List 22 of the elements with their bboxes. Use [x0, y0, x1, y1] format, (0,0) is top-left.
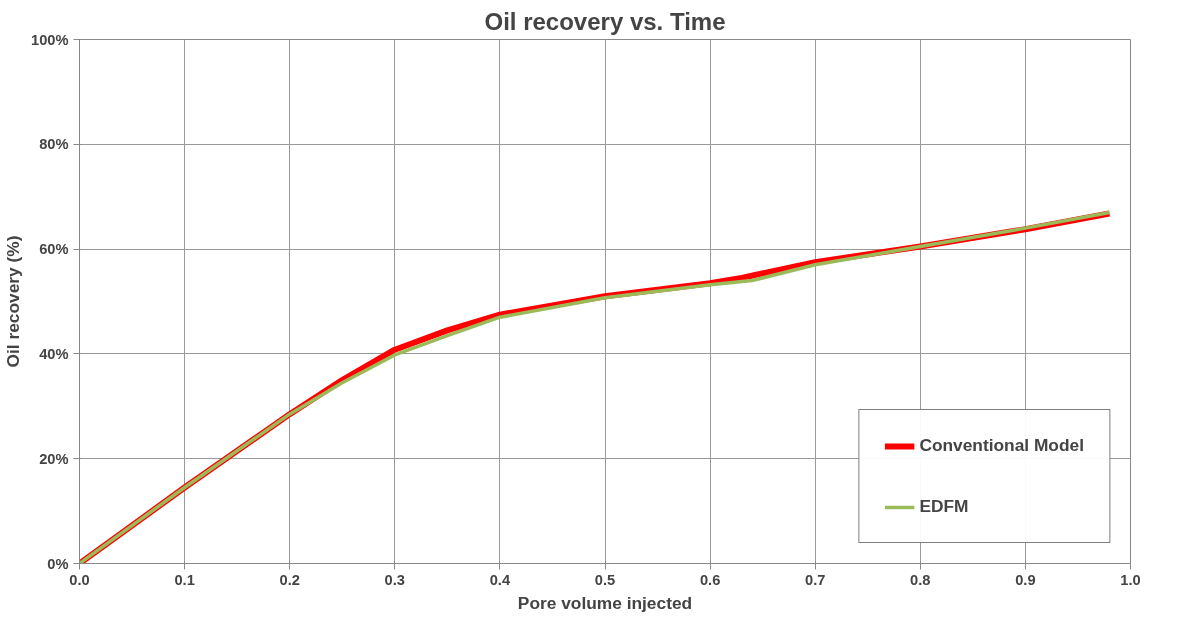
x-tick-label: 0.0 — [69, 571, 90, 588]
x-tick-label: 0.5 — [594, 571, 616, 588]
x-tick-label: 0.2 — [279, 571, 300, 588]
legend-label: EDFM — [919, 496, 969, 517]
y-tick-label: 100% — [31, 31, 69, 48]
y-axis-title: Oil recovery (%) — [3, 235, 24, 368]
x-tick-label: 0.8 — [910, 571, 931, 588]
y-tick-label: 80% — [39, 136, 69, 153]
y-tick-label: 0% — [47, 555, 69, 572]
chart-title: Oil recovery vs. Time — [484, 7, 726, 35]
y-tick-label: 60% — [39, 241, 69, 258]
x-tick-label: 0.4 — [489, 571, 511, 588]
x-tick-label: 0.3 — [384, 571, 405, 588]
legend-label: Conventional Model — [919, 435, 1084, 456]
y-tick-label: 20% — [39, 450, 69, 467]
x-tick-label: 0.7 — [805, 571, 826, 588]
x-tick-label: 0.1 — [174, 571, 195, 588]
x-tick-label: 0.6 — [699, 571, 721, 588]
x-tick-label: 1.0 — [1120, 571, 1141, 588]
x-axis-title: Pore volume injected — [517, 592, 693, 613]
x-tick-label: 0.9 — [1015, 571, 1036, 588]
y-tick-label: 40% — [39, 345, 69, 362]
